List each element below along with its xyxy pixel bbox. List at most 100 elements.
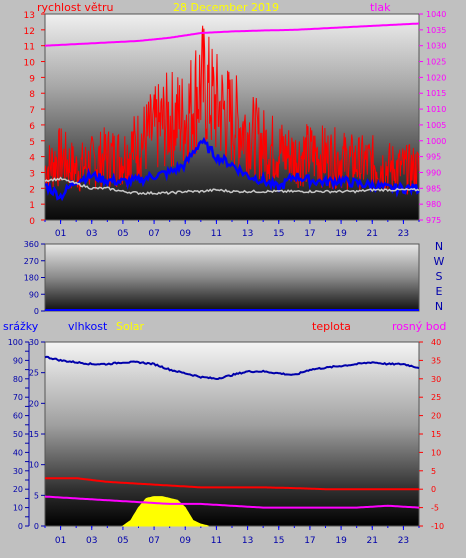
y-left-tick-label: 9 — [29, 74, 35, 84]
y-right-tick-label: 1010 — [426, 105, 446, 114]
precip-tick-label: 0 — [18, 522, 23, 531]
x-tick-label: 07 — [148, 536, 159, 546]
temp-tick-label: 20 — [431, 412, 441, 421]
precip-tick-label: 10 — [13, 504, 23, 513]
y-left-tick-label: 11 — [24, 43, 35, 53]
precip-tick-label: 60 — [13, 412, 23, 421]
temp-tick-label: 30 — [431, 375, 441, 384]
secondary-tick-label: 20 — [29, 399, 39, 408]
x-tick-label: 13 — [242, 536, 253, 546]
y-left-tick-label: 0 — [29, 217, 35, 227]
wind-direction-avg-line — [44, 176, 420, 196]
x-tick-label: 13 — [242, 229, 253, 239]
y-right-tick-label: 1040 — [426, 10, 446, 19]
date-title: 28 December 2019 — [173, 1, 279, 14]
wind-speed-label: rychlost větru — [37, 1, 113, 14]
wind-direction-plot-area — [44, 243, 420, 312]
y-right-tick-label: 1025 — [426, 58, 446, 67]
precip-tick-label: 100 — [8, 338, 23, 347]
y-right-tick-label: 990 — [426, 168, 441, 177]
y-left-tick-label: 1 — [29, 201, 35, 211]
temp-tick-label: 15 — [431, 430, 441, 439]
precip-tick-label: 30 — [13, 467, 23, 476]
temp-tick-label: 0 — [431, 485, 436, 494]
temp-tick-label: 35 — [431, 356, 441, 365]
precipitation-label: srážky — [3, 320, 39, 333]
x-tick-label: 09 — [180, 229, 192, 239]
y-right-tick-label: 1005 — [426, 121, 446, 130]
x-tick-label: 01 — [55, 536, 66, 546]
x-tick-label: 19 — [335, 536, 347, 546]
temp-tick-label: 10 — [431, 448, 441, 457]
direction-tick-label: 360 — [24, 240, 39, 249]
temp-tick-label: 25 — [431, 393, 441, 402]
y-left-tick-label: 10 — [24, 59, 36, 69]
x-tick-label: 07 — [148, 229, 159, 239]
y-left-tick-label: 13 — [24, 11, 35, 21]
direction-tick-label: 180 — [24, 274, 39, 283]
precip-tick-label: 50 — [13, 430, 23, 439]
temperature-label: teplota — [312, 320, 351, 333]
x-tick-label: 21 — [367, 229, 378, 239]
secondary-tick-label: 30 — [29, 338, 39, 347]
temp-tick-label: 5 — [431, 467, 436, 476]
y-right-tick-label: 1035 — [426, 26, 446, 35]
solar-label: Solar — [116, 320, 145, 333]
solar-area — [121, 496, 209, 527]
x-tick-label: 09 — [180, 536, 192, 546]
x-tick-label: 15 — [273, 229, 284, 239]
x-tick-label: 23 — [398, 536, 409, 546]
x-tick-label: 23 — [398, 229, 409, 239]
y-right-tick-label: 1015 — [426, 89, 446, 98]
y-right-tick-label: 995 — [426, 153, 441, 162]
humidity-line — [44, 355, 420, 380]
y-left-tick-label: 5 — [29, 138, 35, 148]
y-left-tick-label: 2 — [29, 185, 35, 195]
humidity-label: vlhkost — [68, 320, 108, 333]
precip-tick-label: 70 — [13, 393, 23, 402]
x-tick-label: 15 — [273, 536, 284, 546]
y-right-tick-label: 975 — [426, 216, 441, 225]
pressure-line — [44, 22, 420, 47]
temp-tick-label: 40 — [431, 338, 441, 347]
dew-point-label: rosný bod — [392, 320, 446, 333]
wind-speed-line — [44, 25, 420, 195]
y-left-tick-label: 8 — [29, 90, 35, 100]
y-left-tick-label: 6 — [29, 122, 35, 132]
precip-tick-label: 90 — [13, 356, 23, 365]
direction-tick-label: 270 — [24, 257, 39, 266]
y-right-tick-label: 980 — [426, 200, 441, 209]
y-right-tick-label: 985 — [426, 184, 441, 193]
y-left-tick-label: 12 — [24, 27, 35, 37]
y-right-tick-label: 1000 — [426, 137, 446, 146]
x-tick-label: 11 — [211, 536, 222, 546]
x-tick-label: 03 — [86, 229, 97, 239]
compass-label: W — [434, 255, 445, 268]
x-tick-label: 03 — [86, 536, 97, 546]
direction-tick-label: 0 — [34, 307, 39, 316]
x-tick-label: 17 — [304, 229, 315, 239]
x-tick-label: 17 — [304, 536, 315, 546]
secondary-tick-label: 10 — [29, 461, 39, 470]
temp-tick-label: -5 — [431, 504, 439, 513]
compass-label: N — [435, 240, 443, 253]
y-left-tick-label: 7 — [29, 106, 35, 116]
x-tick-label: 19 — [335, 229, 347, 239]
y-left-tick-label: 3 — [29, 169, 35, 179]
secondary-tick-label: 15 — [29, 430, 39, 439]
precip-tick-label: 40 — [13, 448, 23, 457]
x-tick-label: 05 — [117, 536, 128, 546]
dew-point-line — [44, 495, 420, 509]
y-right-tick-label: 1030 — [426, 42, 446, 51]
x-tick-label: 11 — [211, 229, 222, 239]
compass-label: N — [435, 300, 443, 313]
secondary-tick-label: 25 — [29, 369, 39, 378]
precip-tick-label: 80 — [13, 375, 23, 384]
pressure-label: tlak — [370, 1, 391, 14]
precip-tick-label: 20 — [13, 485, 23, 494]
compass-label: E — [436, 285, 443, 298]
x-tick-label: 05 — [117, 229, 128, 239]
direction-tick-label: 90 — [29, 290, 39, 299]
